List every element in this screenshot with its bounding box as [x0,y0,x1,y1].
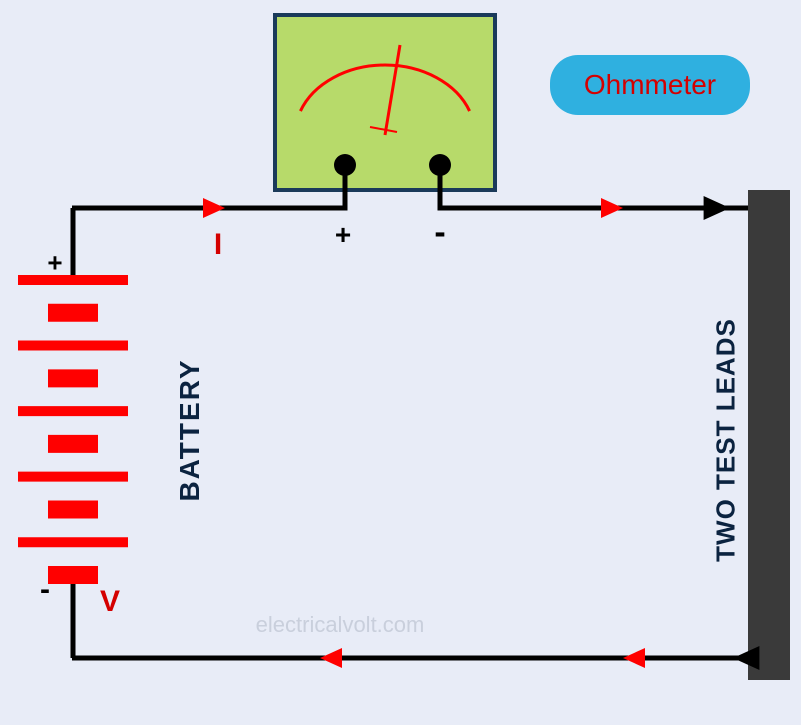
watermark-label: electricalvolt.com [256,612,425,638]
leads-text-label: TWO TEST LEADS [711,318,742,562]
meter-plus-label: + [335,219,351,251]
meter-minus-label: - [434,214,445,253]
battery-minus-label: - [40,573,50,607]
voltage-label: V [100,585,120,619]
ohmmeter-badge: Ohmmeter [550,55,750,115]
ohmmeter-badge-text: Ohmmeter [584,69,716,101]
diagram-canvas: Ohmmeter + - + - I V BATTERY TWO TEST LE… [0,0,801,725]
battery-plus-label: + [47,248,62,279]
current-label: I [214,228,222,262]
battery-text-label: BATTERY [174,358,206,501]
